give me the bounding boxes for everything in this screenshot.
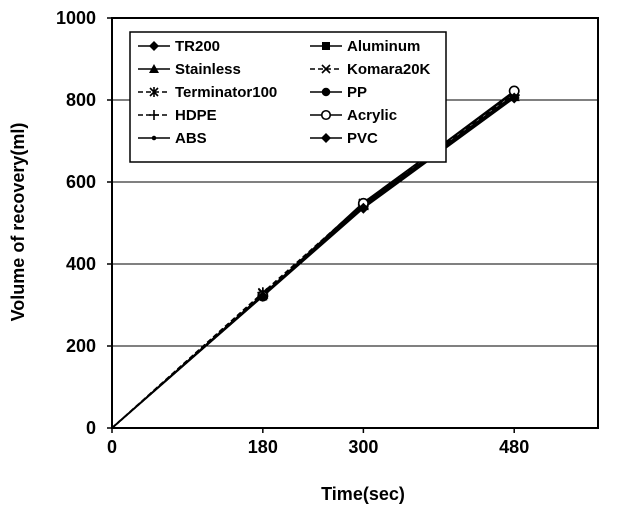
legend-marker-abs	[151, 135, 157, 141]
x-axis-label: Time(sec)	[321, 484, 405, 504]
y-tick-label-0: 0	[86, 418, 96, 438]
legend-label-aluminum: Aluminum	[347, 38, 420, 55]
y-tick-label-1000: 1000	[56, 8, 96, 28]
legend-marker-hdpe	[149, 110, 159, 120]
data-point-pvc-480	[508, 92, 520, 104]
legend-label-abs: ABS	[175, 130, 207, 147]
x-tick-label-0: 0	[107, 437, 117, 457]
data-point-pvc-300	[357, 202, 369, 214]
legend-marker-tr200	[149, 41, 159, 51]
x-tick-label-480: 480	[499, 437, 529, 457]
data-point-pvc-180	[257, 290, 269, 302]
legend-marker-aluminum	[322, 42, 330, 50]
legend-marker-pp	[321, 87, 331, 97]
y-tick-label-400: 400	[66, 254, 96, 274]
legend-label-pvc: PVC	[347, 130, 378, 147]
legend-label-pp: PP	[347, 84, 367, 101]
y-axis-ticks: 0 200 400 600 800 1000	[56, 8, 112, 438]
legend: TR200 Aluminum Stainless Komara20K Terminato…	[129, 31, 447, 163]
legend-label-tr200: TR200	[175, 38, 220, 55]
legend-label-hdpe: HDPE	[175, 107, 217, 124]
plot-frame	[111, 17, 599, 429]
y-tick-label-600: 600	[66, 172, 96, 192]
y-tick-label-800: 800	[66, 90, 96, 110]
legend-marker-pvc	[321, 133, 331, 143]
y-tick-label-200: 200	[66, 336, 96, 356]
series-markers	[257, 85, 520, 302]
y-axis-label: Volume of recovery(ml)	[8, 123, 28, 322]
x-axis-ticks: 0 180 300 480	[107, 428, 529, 457]
legend-label-terminator100: Terminator100	[175, 84, 277, 101]
legend-marker-acrylic	[320, 109, 332, 121]
legend-label-acrylic: Acrylic	[347, 107, 397, 124]
x-tick-label-300: 300	[348, 437, 378, 457]
legend-marker-stainless	[149, 64, 159, 73]
legend-marker-terminator100	[149, 87, 159, 97]
x-tick-label-180: 180	[248, 437, 278, 457]
legend-label-stainless: Stainless	[175, 61, 241, 78]
legend-marker-komara20k	[321, 64, 331, 74]
legend-box	[129, 31, 447, 163]
legend-label-komara20k: Komara20K	[347, 61, 431, 78]
